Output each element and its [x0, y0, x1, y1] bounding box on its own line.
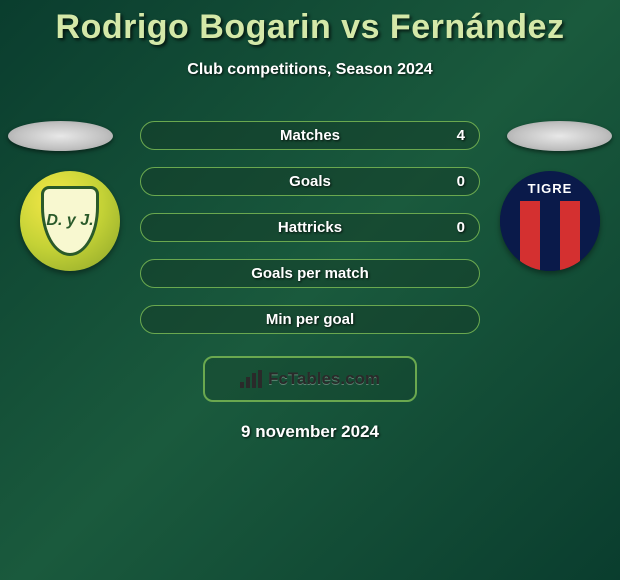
stats-area: D. y J. TIGRE Matches 4 Goals 0 Hattri	[0, 121, 620, 442]
stripe	[560, 201, 580, 271]
bar-chart-icon	[240, 370, 262, 388]
brand-box: FcTables.com	[203, 356, 417, 402]
stat-label: Goals per match	[251, 265, 369, 282]
club-text-right: TIGRE	[500, 171, 600, 196]
stripe	[500, 201, 520, 271]
stripe	[580, 201, 600, 271]
stat-value-right: 4	[457, 127, 465, 144]
stat-row: Hattricks 0	[140, 213, 480, 242]
club-stripes-right	[500, 201, 600, 271]
comparison-title: Rodrigo Bogarin vs Fernández	[0, 8, 620, 47]
stripe	[520, 201, 540, 271]
stat-value-right: 0	[457, 219, 465, 236]
club-badge-right: TIGRE	[500, 171, 600, 271]
stat-label: Goals	[289, 173, 331, 190]
date-text: 9 november 2024	[0, 422, 620, 442]
stat-row: Matches 4	[140, 121, 480, 150]
stat-value-right: 0	[457, 173, 465, 190]
stat-row: Goals per match	[140, 259, 480, 288]
stat-label: Min per goal	[266, 311, 354, 328]
club-badge-left: D. y J.	[20, 171, 120, 271]
stat-row: Goals 0	[140, 167, 480, 196]
stat-label: Hattricks	[278, 219, 342, 236]
club-shield-left: D. y J.	[41, 186, 99, 256]
player-portrait-right	[507, 121, 612, 151]
comparison-subtitle: Club competitions, Season 2024	[0, 61, 620, 79]
brand-text: FcTables.com	[268, 369, 380, 389]
stat-label: Matches	[280, 127, 340, 144]
stripe	[540, 201, 560, 271]
stat-row: Min per goal	[140, 305, 480, 334]
player-portrait-left	[8, 121, 113, 151]
stat-rows: Matches 4 Goals 0 Hattricks 0 Goals per …	[140, 121, 480, 334]
